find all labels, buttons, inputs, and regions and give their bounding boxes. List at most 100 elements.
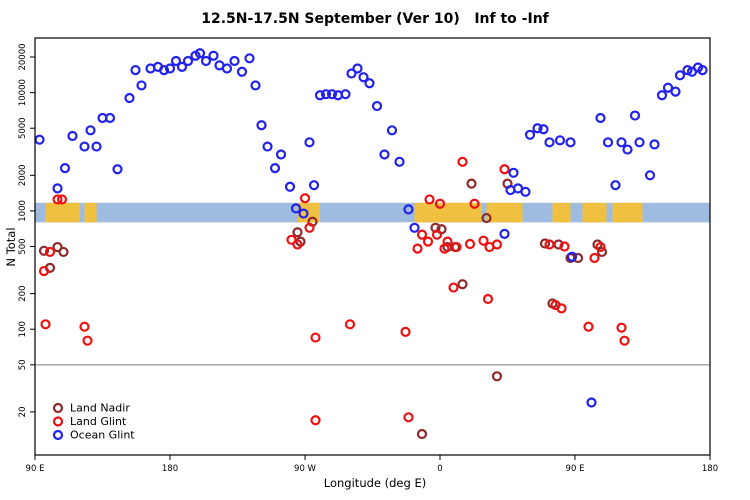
ocean-glint-point: [634, 137, 645, 148]
ocean-glint-point: [250, 80, 261, 91]
land-nadir-point: [416, 428, 428, 440]
ocean-glint-point: [236, 66, 248, 77]
ocean-glint-point: [352, 63, 363, 74]
land-glint-point: [56, 194, 68, 205]
ocean-glint-point: [158, 64, 170, 76]
land-glint-point: [589, 252, 600, 264]
land-glint-point: [616, 322, 627, 333]
ocean-glint-point: [244, 53, 255, 64]
ocean-glint-point: [644, 170, 656, 181]
land-glint-point: [448, 282, 459, 293]
land-nadir-point: [38, 245, 50, 256]
ocean-glint-point: [544, 137, 555, 148]
ocean-glint-point: [275, 149, 287, 160]
land-glint-point: [38, 265, 50, 277]
ocean-glint-point: [221, 63, 233, 74]
ocean-glint-point: [284, 181, 296, 192]
ocean-glint-point: [182, 55, 194, 67]
land-glint-point: [344, 319, 356, 330]
land-glint-point: [431, 229, 443, 240]
y-tick-label: 200: [18, 285, 28, 301]
land-glint-point: [482, 293, 494, 305]
land-nadir-point: [292, 227, 303, 238]
land-glint-point: [310, 415, 321, 426]
land-nadir-point: [491, 371, 503, 382]
y-tick-label: 100: [18, 321, 28, 337]
land-glint-point: [44, 246, 56, 258]
ocean-glint-point: [269, 163, 281, 174]
land-nadir-point: [466, 178, 477, 189]
ocean-glint-point: [304, 137, 315, 148]
ocean-glint-point: [320, 89, 332, 100]
land-band-segment: [582, 202, 607, 223]
ocean-glint-point: [164, 63, 176, 74]
ocean-glint-point: [340, 89, 351, 100]
land-glint-point: [292, 239, 303, 250]
ocean-glint-point: [229, 55, 240, 67]
land-glint-point: [442, 236, 453, 247]
ocean-glint-point: [130, 64, 141, 76]
ocean-glint-point: [136, 80, 147, 91]
ocean-glint-point: [104, 112, 116, 124]
land-glint-point: [310, 332, 321, 343]
land-nadir-point: [596, 246, 608, 258]
land-glint-point: [52, 194, 63, 205]
ocean-glint-point: [532, 123, 543, 134]
land-glint-point: [434, 198, 446, 209]
land-glint-point: [40, 319, 51, 330]
land-band-segment: [84, 202, 97, 223]
land-glint-point: [491, 239, 503, 250]
land-glint-point: [544, 239, 555, 250]
land-glint-point: [583, 321, 594, 332]
ocean-glint-point: [538, 124, 549, 135]
plot-frame: [34, 37, 711, 456]
land-glint-point: [451, 241, 462, 253]
land-glint-point: [559, 241, 570, 252]
land-glint-point: [79, 321, 90, 332]
ocean-glint-point: [85, 125, 96, 136]
legend-label: Land Nadir: [70, 402, 130, 415]
x-tick-label: 90 W: [294, 464, 317, 474]
ocean-glint-point: [208, 50, 219, 61]
ocean-coverage-band: [35, 202, 710, 223]
ocean-glint-point: [403, 204, 414, 215]
ocean-glint-point: [314, 90, 326, 101]
ocean-glint-point: [346, 68, 357, 79]
ocean-glint-point: [386, 125, 398, 136]
land-glint-point: [299, 193, 311, 204]
land-glint-point: [499, 164, 510, 175]
x-tick-label: 0: [437, 464, 442, 474]
land-glint-point: [412, 243, 423, 254]
y-tick-label: 5000: [18, 117, 28, 139]
y-tick-label: 500: [18, 238, 28, 254]
ocean-glint-point: [610, 180, 621, 191]
land-nadir-point: [457, 279, 468, 290]
land-nadir-point: [52, 241, 63, 253]
ocean-glint-point: [586, 397, 597, 408]
ocean-glint-point: [602, 137, 614, 148]
ocean-glint-point: [364, 78, 375, 89]
ocean-glint-point: [566, 251, 578, 262]
ocean-glint-point: [629, 110, 641, 121]
land-glint-point: [304, 222, 315, 233]
ocean-glint-point: [508, 167, 519, 178]
ocean-glint-point: [326, 89, 338, 100]
ocean-glint-point: [670, 86, 681, 97]
land-band-segment: [414, 202, 482, 223]
land-nadir-point: [572, 252, 584, 264]
land-band-segment: [552, 202, 571, 223]
ocean-glint-point: [565, 137, 576, 148]
land-glint-point: [556, 303, 567, 314]
ocean-glint-point: [524, 129, 536, 140]
ocean-glint-point: [112, 164, 123, 175]
land-glint-point: [469, 198, 480, 209]
chart-title: 12.5N-17.5N September (Ver 10) Inf to -I…: [201, 11, 549, 27]
ocean-glint-point: [290, 203, 302, 214]
ocean-glint-point: [499, 228, 510, 239]
x-tick-label: 180: [702, 464, 718, 474]
legend-label: Land Glint: [70, 415, 127, 428]
ocean-glint-point: [697, 64, 708, 76]
y-tick-label: 20: [18, 406, 28, 417]
ocean-glint-point: [379, 149, 390, 160]
